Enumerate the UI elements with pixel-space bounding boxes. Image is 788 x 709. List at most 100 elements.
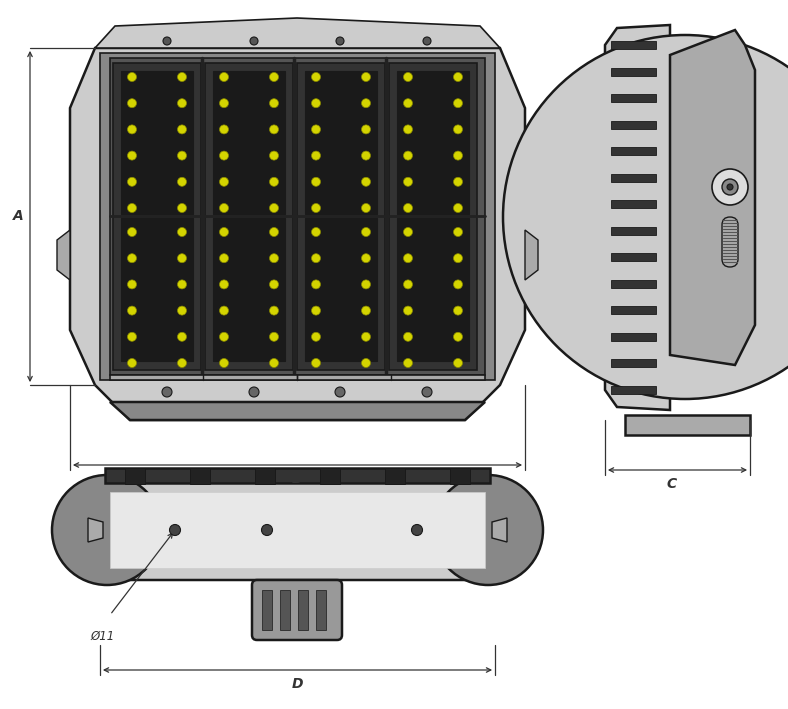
Text: D: D [292, 677, 303, 691]
Polygon shape [605, 25, 670, 410]
Circle shape [128, 125, 136, 134]
Circle shape [727, 184, 733, 190]
Circle shape [162, 387, 172, 397]
Circle shape [220, 280, 229, 289]
Bar [213, 71, 285, 214]
Circle shape [454, 203, 463, 213]
Polygon shape [625, 415, 750, 435]
Bar [611, 359, 656, 367]
Circle shape [269, 72, 278, 82]
Circle shape [403, 203, 412, 213]
Text: A: A [13, 209, 24, 223]
Text: C: C [667, 477, 677, 491]
Polygon shape [492, 518, 507, 542]
Text: Ø11: Ø11 [91, 630, 115, 643]
Circle shape [362, 306, 370, 315]
Bar [213, 218, 285, 361]
Circle shape [311, 306, 321, 315]
Bar [205, 63, 293, 370]
Bar [389, 63, 477, 370]
Bar [397, 71, 469, 214]
Polygon shape [670, 30, 755, 365]
Circle shape [362, 151, 370, 160]
Circle shape [128, 72, 136, 82]
Circle shape [220, 254, 229, 263]
Circle shape [411, 525, 422, 535]
Circle shape [422, 387, 432, 397]
Circle shape [433, 475, 543, 585]
Bar [611, 147, 656, 155]
Bar [121, 218, 193, 361]
Circle shape [311, 254, 321, 263]
Bar [262, 590, 272, 630]
Circle shape [403, 72, 412, 82]
Circle shape [403, 177, 412, 186]
Bar [100, 53, 495, 380]
Circle shape [362, 254, 370, 263]
FancyBboxPatch shape [100, 480, 495, 580]
Circle shape [269, 333, 278, 341]
Circle shape [269, 99, 278, 108]
Circle shape [454, 125, 463, 134]
Circle shape [220, 228, 229, 237]
Bar [611, 306, 656, 314]
Bar [121, 71, 193, 214]
Circle shape [220, 177, 229, 186]
Bar [611, 253, 656, 262]
Bar [125, 468, 145, 484]
Bar [611, 200, 656, 208]
Circle shape [262, 525, 273, 535]
Circle shape [128, 306, 136, 315]
Bar [305, 71, 377, 214]
Circle shape [177, 359, 187, 367]
Circle shape [128, 228, 136, 237]
Circle shape [503, 35, 788, 399]
FancyBboxPatch shape [722, 217, 738, 267]
Circle shape [177, 99, 187, 108]
Circle shape [128, 99, 136, 108]
Circle shape [177, 228, 187, 237]
Circle shape [403, 280, 412, 289]
Bar [190, 468, 210, 484]
Circle shape [177, 280, 187, 289]
Circle shape [128, 359, 136, 367]
Circle shape [128, 333, 136, 341]
Polygon shape [57, 230, 70, 280]
Circle shape [128, 280, 136, 289]
Circle shape [177, 333, 187, 341]
Bar [280, 590, 290, 630]
Text: B: B [292, 472, 303, 486]
Bar [298, 590, 308, 630]
Circle shape [52, 475, 162, 585]
Bar [385, 468, 405, 484]
Circle shape [454, 359, 463, 367]
Circle shape [177, 306, 187, 315]
Bar [611, 67, 656, 76]
Circle shape [311, 280, 321, 289]
Circle shape [362, 280, 370, 289]
Circle shape [454, 333, 463, 341]
Bar [105, 468, 490, 483]
Circle shape [423, 37, 431, 45]
Bar [611, 280, 656, 288]
Bar [110, 375, 485, 380]
Circle shape [403, 359, 412, 367]
Circle shape [128, 177, 136, 186]
Circle shape [311, 125, 321, 134]
Circle shape [128, 203, 136, 213]
Bar [611, 174, 656, 182]
Circle shape [454, 151, 463, 160]
Polygon shape [110, 402, 485, 420]
Circle shape [335, 387, 345, 397]
Circle shape [250, 37, 258, 45]
Bar [305, 218, 377, 361]
Circle shape [128, 151, 136, 160]
Circle shape [269, 177, 278, 186]
Circle shape [712, 169, 748, 205]
Circle shape [220, 333, 229, 341]
Circle shape [269, 203, 278, 213]
Circle shape [362, 125, 370, 134]
Circle shape [362, 177, 370, 186]
Circle shape [403, 125, 412, 134]
Circle shape [177, 203, 187, 213]
